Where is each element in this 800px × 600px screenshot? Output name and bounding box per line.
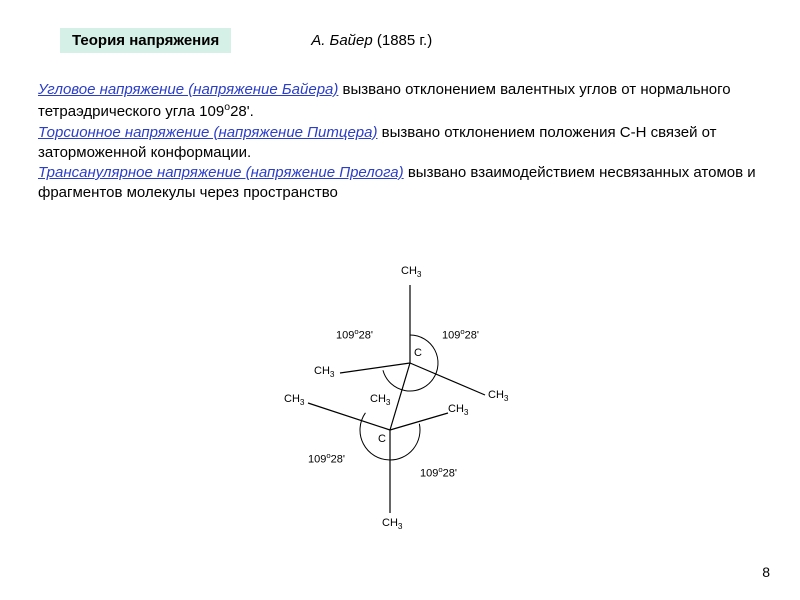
term-transannular-strain: Трансанулярное напряжение (напряжение Пр… xyxy=(38,164,404,181)
author: А. Байер (1885 г.) xyxy=(311,32,432,49)
paragraph-1: Угловое напряжение (напряжение Байера) в… xyxy=(38,80,758,123)
author-year: (1885 г.) xyxy=(377,32,432,49)
ch3-label-lower-left: CH3 xyxy=(284,393,304,407)
ch3-label-lower-right: CH3 xyxy=(448,403,468,417)
molecule-diagram: CH3 CH3 CH3 CH3 CH3 CH3 CH3 C C 109о28' 109о28' 109… xyxy=(210,255,590,555)
angle-label-1: 109о28' xyxy=(336,327,373,342)
ch3-label-upper-left: CH3 xyxy=(314,365,334,379)
page-number: 8 xyxy=(762,564,770,580)
paragraph-3: Трансанулярное напряжение (напряжение Пр… xyxy=(38,163,758,204)
ch3-label-top: CH3 xyxy=(401,265,421,279)
ch3-label-lower-mid: CH3 xyxy=(370,393,390,407)
angle-label-3: 109о28' xyxy=(420,465,457,480)
angle-label-2: 109о28' xyxy=(308,451,345,466)
ch3-label-upper-right: CH3 xyxy=(488,389,508,403)
c-label-upper: C xyxy=(414,347,422,359)
c-label-lower: C xyxy=(378,433,386,445)
paragraph-2: Торсионное напряжение (напряжение Питцер… xyxy=(38,123,758,164)
header: Теория напряжения А. Байер (1885 г.) xyxy=(60,28,432,53)
term-angular-strain: Угловое напряжение (напряжение Байера) xyxy=(38,81,338,98)
diagram-svg xyxy=(210,255,590,555)
angle-label-0: 109о28' xyxy=(442,327,479,342)
body-text: Угловое напряжение (напряжение Байера) в… xyxy=(38,80,758,204)
ch3-label-bottom: CH3 xyxy=(382,517,402,531)
author-name: А. Байер xyxy=(311,32,372,49)
theory-badge: Теория напряжения xyxy=(60,28,231,53)
term-torsional-strain: Торсионное напряжение (напряжение Питцер… xyxy=(38,124,377,141)
p1-text-b: 28'. xyxy=(230,103,254,120)
